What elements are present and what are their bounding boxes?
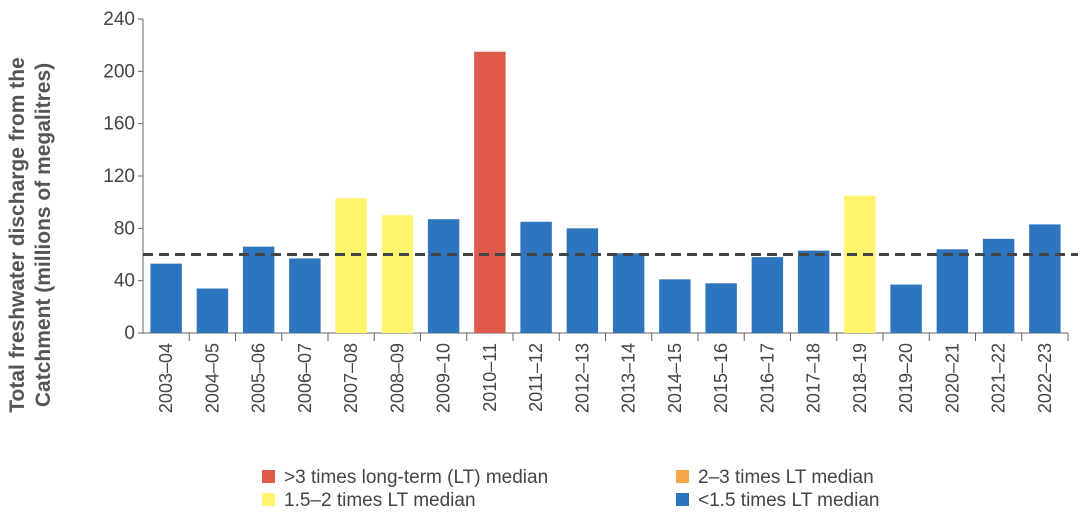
bar xyxy=(797,250,830,333)
legend-label: 1.5–2 times LT median xyxy=(284,490,476,511)
bar xyxy=(520,221,552,333)
bar xyxy=(751,257,784,333)
x-tick-label: 2007–08 xyxy=(341,343,361,413)
legend-label: 2–3 times LT median xyxy=(698,467,874,488)
x-tick-label: 2009–10 xyxy=(434,343,454,413)
y-tick-label: 200 xyxy=(103,61,135,82)
x-tick-label: 2022–23 xyxy=(1035,343,1055,413)
y-tick-label: 80 xyxy=(114,218,135,239)
bar xyxy=(150,263,182,333)
bar xyxy=(427,219,460,333)
x-tick-label: 2020–21 xyxy=(942,343,962,413)
x-tick-label: 2013–14 xyxy=(619,343,639,413)
legend-swatch xyxy=(676,470,689,483)
bar xyxy=(1029,224,1061,333)
legend-label: <1.5 times LT median xyxy=(698,490,879,511)
y-axis-label: Total freshwater discharge from the xyxy=(6,57,29,413)
y-tick-label: 160 xyxy=(103,114,135,135)
x-tick-label: 2006–07 xyxy=(295,343,315,413)
bar xyxy=(242,246,275,333)
bar xyxy=(474,51,506,333)
bar xyxy=(612,253,645,333)
legend-swatch xyxy=(262,470,275,483)
bar xyxy=(289,258,321,333)
y-tick-label: 120 xyxy=(103,166,135,187)
x-tick-label: 2004–05 xyxy=(202,343,222,413)
x-tick-label: 2010–11 xyxy=(480,343,500,412)
x-tick-label: 2021–22 xyxy=(989,343,1009,413)
x-tick-label: 2008–09 xyxy=(387,343,407,413)
bar xyxy=(936,249,969,333)
bar xyxy=(844,195,876,333)
x-tick-label: 2005–06 xyxy=(249,343,269,413)
legend-swatch xyxy=(262,493,275,506)
x-tick-label: 2014–15 xyxy=(665,343,685,413)
bar xyxy=(566,228,599,333)
y-axis-label: Catchment (millions of megalitres) xyxy=(32,63,55,407)
bar xyxy=(982,238,1015,333)
bar xyxy=(335,198,367,333)
bar xyxy=(196,288,229,333)
legend-label: >3 times long-term (LT) median xyxy=(284,467,548,488)
bar xyxy=(890,284,922,333)
x-tick-label: 2015–16 xyxy=(711,343,731,413)
x-tick-label: 2018–19 xyxy=(850,343,870,413)
x-tick-label: 2011–12 xyxy=(526,343,546,412)
bar xyxy=(705,283,737,333)
legend-swatch xyxy=(676,493,689,506)
bar xyxy=(659,279,691,333)
x-tick-label: 2017–18 xyxy=(804,343,824,413)
x-tick-label: 2003–04 xyxy=(156,343,176,413)
y-tick-label: 40 xyxy=(114,271,135,292)
y-tick-label: 240 xyxy=(103,9,135,30)
x-tick-label: 2012–13 xyxy=(572,343,592,413)
bar xyxy=(381,215,414,333)
x-tick-label: 2019–20 xyxy=(896,343,916,413)
x-tick-label: 2016–17 xyxy=(757,343,777,413)
y-tick-label: 0 xyxy=(124,323,135,344)
